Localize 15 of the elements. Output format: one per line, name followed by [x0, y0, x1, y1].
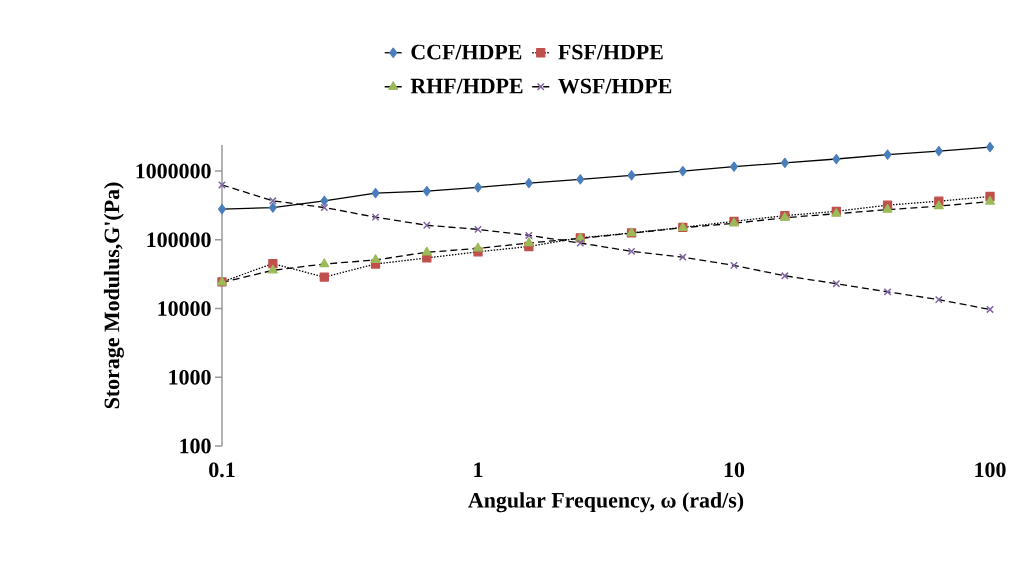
x-tick-label: 0.1 — [209, 462, 235, 478]
y-tick-label: 1000 — [169, 369, 211, 385]
y-tick-label: 10000 — [158, 301, 211, 316]
legend-label: CCF/HDPE — [411, 44, 522, 60]
legend-label: FSF/HDPE — [558, 44, 663, 60]
y-tick-label: 100 — [180, 438, 211, 454]
x-tick-label: 1 — [474, 462, 483, 477]
y-tick-label: 100000 — [147, 232, 211, 248]
legend-label: RHF/HDPE — [410, 78, 523, 94]
legend-label: WSF/HDPE — [558, 78, 672, 94]
y-tick-label: 1000000 — [136, 163, 211, 179]
y-axis-title: Storage Modulus,G'(Pa) — [103, 182, 124, 409]
x-tick-label: 10 — [724, 462, 745, 478]
x-axis-title: Angular Frequency, ω (rad/s) — [468, 492, 744, 513]
x-tick-label: 100 — [975, 462, 1006, 478]
